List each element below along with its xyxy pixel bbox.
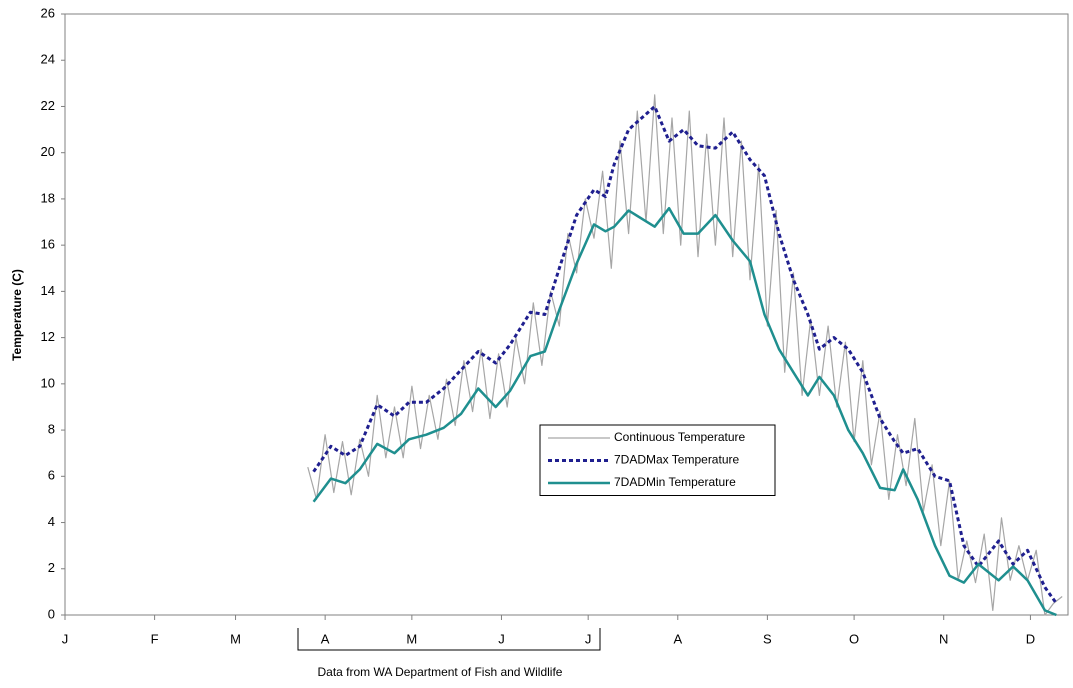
y-tick-label: 0 bbox=[48, 606, 55, 621]
legend-label: 7DADMax Temperature bbox=[614, 453, 739, 467]
x-tick-label: M bbox=[230, 631, 241, 646]
annotation-bracket bbox=[297, 628, 601, 651]
y-tick-label: 18 bbox=[41, 190, 55, 205]
x-tick-label: M bbox=[406, 631, 417, 646]
y-tick-label: 10 bbox=[41, 375, 55, 390]
legend-label: 7DADMin Temperature bbox=[614, 475, 736, 489]
x-tick-label: N bbox=[939, 631, 948, 646]
y-tick-label: 14 bbox=[41, 283, 55, 298]
series-line bbox=[312, 105, 1058, 605]
x-tick-label: S bbox=[763, 631, 772, 646]
y-tick-label: 6 bbox=[48, 468, 55, 483]
y-tick-label: 2 bbox=[48, 560, 55, 575]
x-tick-label: O bbox=[849, 631, 859, 646]
x-tick-label: J bbox=[498, 631, 505, 646]
y-tick-label: 20 bbox=[41, 144, 55, 159]
x-tick-label: D bbox=[1026, 631, 1035, 646]
legend-label: Continuous Temperature bbox=[614, 430, 746, 444]
x-tick-label: J bbox=[585, 631, 592, 646]
x-tick-label: J bbox=[62, 631, 69, 646]
y-tick-label: 4 bbox=[48, 514, 55, 529]
x-tick-label: A bbox=[321, 631, 330, 646]
y-axis-label: Temperature (C) bbox=[10, 269, 24, 361]
plot-frame bbox=[64, 13, 1069, 616]
annotation: Data from WA Department of Fish and Wild… bbox=[318, 665, 563, 679]
y-tick-label: 16 bbox=[41, 237, 55, 252]
y-tick-label: 22 bbox=[41, 98, 55, 113]
series-line bbox=[312, 206, 1057, 617]
x-tick-label: A bbox=[673, 631, 682, 646]
y-tick-label: 8 bbox=[48, 422, 55, 437]
y-tick-label: 12 bbox=[41, 329, 55, 344]
series-line bbox=[307, 94, 1063, 616]
y-tick-label: 26 bbox=[41, 5, 55, 20]
y-tick-label: 24 bbox=[41, 52, 55, 67]
x-tick-label: F bbox=[151, 631, 159, 646]
